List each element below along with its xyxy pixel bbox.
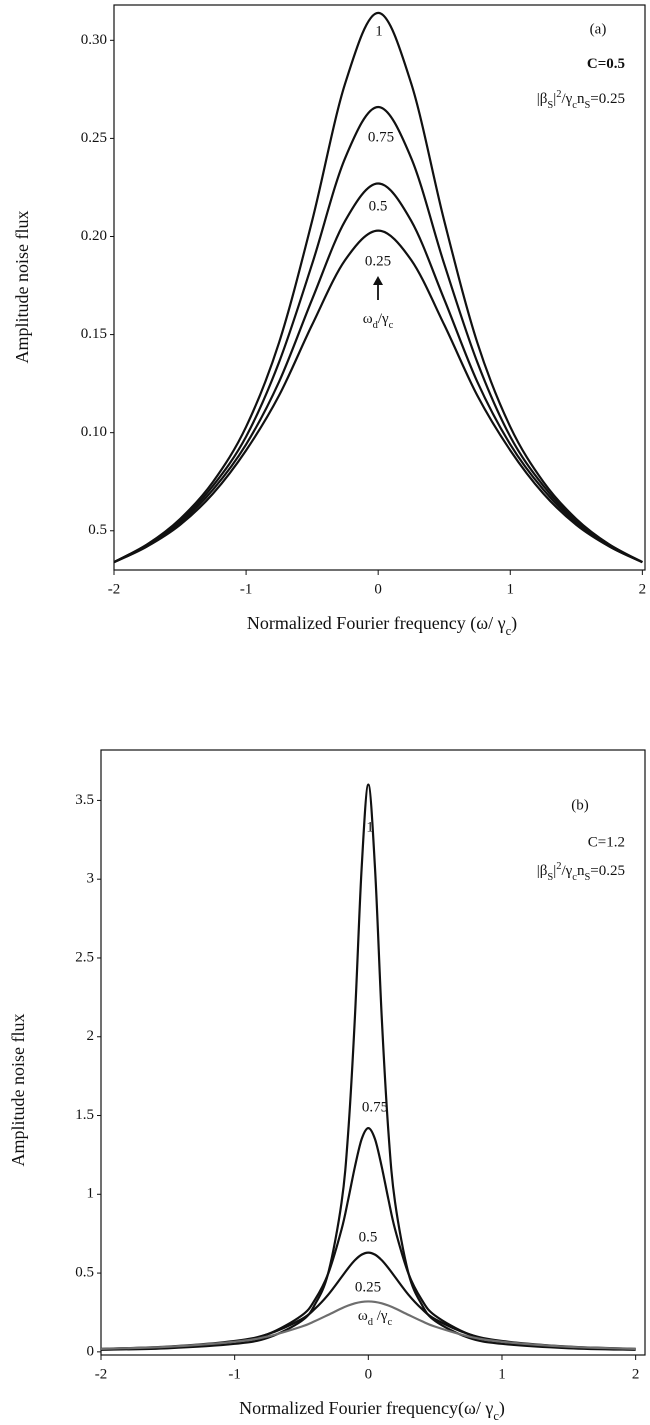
- series-line: [101, 1127, 636, 1351]
- x-tick-label: 0: [374, 581, 382, 597]
- annotation-part: d: [373, 320, 379, 331]
- x-tick-label: 2: [632, 1366, 640, 1382]
- annotation: (b): [571, 797, 589, 813]
- annotation-part: /γ: [378, 311, 389, 327]
- y-tick-label: 1.5: [75, 1107, 94, 1123]
- x-axis-title-part: Normalized Fourier frequency (ω/ γ: [247, 613, 506, 634]
- annotation-part: /γ: [561, 863, 572, 879]
- annotation-part: |β: [537, 863, 548, 879]
- y-axis-title: Amplitude noise flux: [12, 211, 32, 364]
- annotation: ωd/γc: [363, 311, 394, 330]
- series-label: 0.5: [359, 1229, 378, 1245]
- series-line: [114, 105, 643, 564]
- x-axis-title-part: Normalized Fourier frequency(ω/ γ: [239, 1398, 493, 1419]
- y-tick-label: 0.5: [75, 1265, 94, 1281]
- annotation-part: S: [547, 872, 553, 883]
- annotation-part: 2: [556, 89, 561, 100]
- series-label: 1: [366, 819, 374, 835]
- y-tick-label: 0.25: [81, 130, 107, 146]
- y-tick-label: 0: [87, 1343, 95, 1359]
- arrow-head: [373, 276, 383, 285]
- annotation-part: S: [584, 872, 590, 883]
- x-axis-title-part: c: [506, 624, 512, 638]
- series-label: 0.5: [369, 198, 388, 214]
- y-tick-label: 0.30: [81, 32, 107, 48]
- annotation: (a): [590, 21, 607, 37]
- plot-frame: [100, 749, 646, 1356]
- y-tick-label: 2: [87, 1028, 95, 1044]
- x-axis-title-part: c: [493, 1409, 499, 1423]
- annotation: ωd /γc: [358, 1308, 393, 1327]
- series-label: 0.75: [362, 1099, 388, 1115]
- y-tick-label: 3: [87, 871, 95, 887]
- annotation-part: c: [389, 320, 394, 331]
- annotation-part: c: [572, 100, 577, 111]
- x-tick-label: 1: [507, 581, 515, 597]
- x-axis-title-part: ): [499, 1398, 505, 1419]
- annotation-part: 2: [556, 861, 561, 872]
- annotation-part: S: [547, 100, 553, 111]
- y-axis-title: Amplitude noise flux: [8, 1014, 28, 1167]
- annotation: |βS|2/γcnS=0.25: [537, 861, 625, 883]
- annotation-part: /γ: [373, 1308, 388, 1324]
- series-line: [114, 182, 643, 564]
- annotation-part: =0.25: [590, 91, 625, 107]
- plot-area: [101, 783, 636, 1351]
- x-tick-label: -2: [95, 1366, 108, 1382]
- y-tick-label: 0.10: [81, 424, 107, 440]
- x-tick-label: 2: [639, 581, 647, 597]
- series-label: 1: [375, 23, 383, 39]
- annotation-part: n: [577, 91, 585, 107]
- x-tick-label: 1: [498, 1366, 506, 1382]
- x-axis-title: Normalized Fourier frequency (ω/ γc): [247, 613, 517, 638]
- x-tick-label: -1: [228, 1366, 241, 1382]
- series-line: [101, 783, 636, 1351]
- annotation-part: =0.25: [590, 863, 625, 879]
- series-label: 0.25: [365, 253, 391, 269]
- x-axis-title-part: ): [511, 613, 517, 634]
- annotation-part: c: [388, 1317, 393, 1328]
- series-label: 0.75: [368, 129, 394, 145]
- y-tick-label: 0.20: [81, 228, 107, 244]
- annotation-part: n: [577, 863, 585, 879]
- series-label: 0.25: [355, 1279, 381, 1295]
- annotation: C=0.5: [587, 56, 625, 72]
- series-line: [101, 1300, 636, 1350]
- annotation-part: |: [553, 863, 556, 879]
- annotation-part: |: [553, 91, 556, 107]
- annotation-part: C=0.5: [587, 56, 625, 72]
- plot-area: [114, 11, 643, 564]
- annotation-part: d: [368, 1317, 374, 1328]
- annotation-part: /γ: [561, 91, 572, 107]
- series-line: [114, 229, 643, 564]
- series-line: [101, 1251, 636, 1350]
- series-line: [114, 11, 643, 564]
- annotation-part: S: [584, 100, 590, 111]
- y-tick-label: 3.5: [75, 792, 94, 808]
- annotation-part: ω: [358, 1308, 368, 1324]
- y-tick-label: 2.5: [75, 949, 94, 965]
- annotation-part: c: [572, 872, 577, 883]
- annotation: |βS|2/γcnS=0.25: [537, 89, 625, 111]
- x-tick-label: -1: [240, 581, 253, 597]
- plot-frame: [113, 4, 646, 571]
- y-tick-label: 0.15: [81, 326, 107, 342]
- x-axis-title: Normalized Fourier frequency(ω/ γc): [239, 1398, 505, 1423]
- annotation: C=1.2: [588, 834, 625, 850]
- y-tick-label: 1: [87, 1186, 95, 1202]
- x-tick-label: -2: [108, 581, 121, 597]
- x-tick-label: 0: [365, 1366, 373, 1382]
- annotation-part: |β: [537, 91, 548, 107]
- annotation-part: ω: [363, 311, 373, 327]
- y-tick-label: 0.5: [88, 522, 107, 538]
